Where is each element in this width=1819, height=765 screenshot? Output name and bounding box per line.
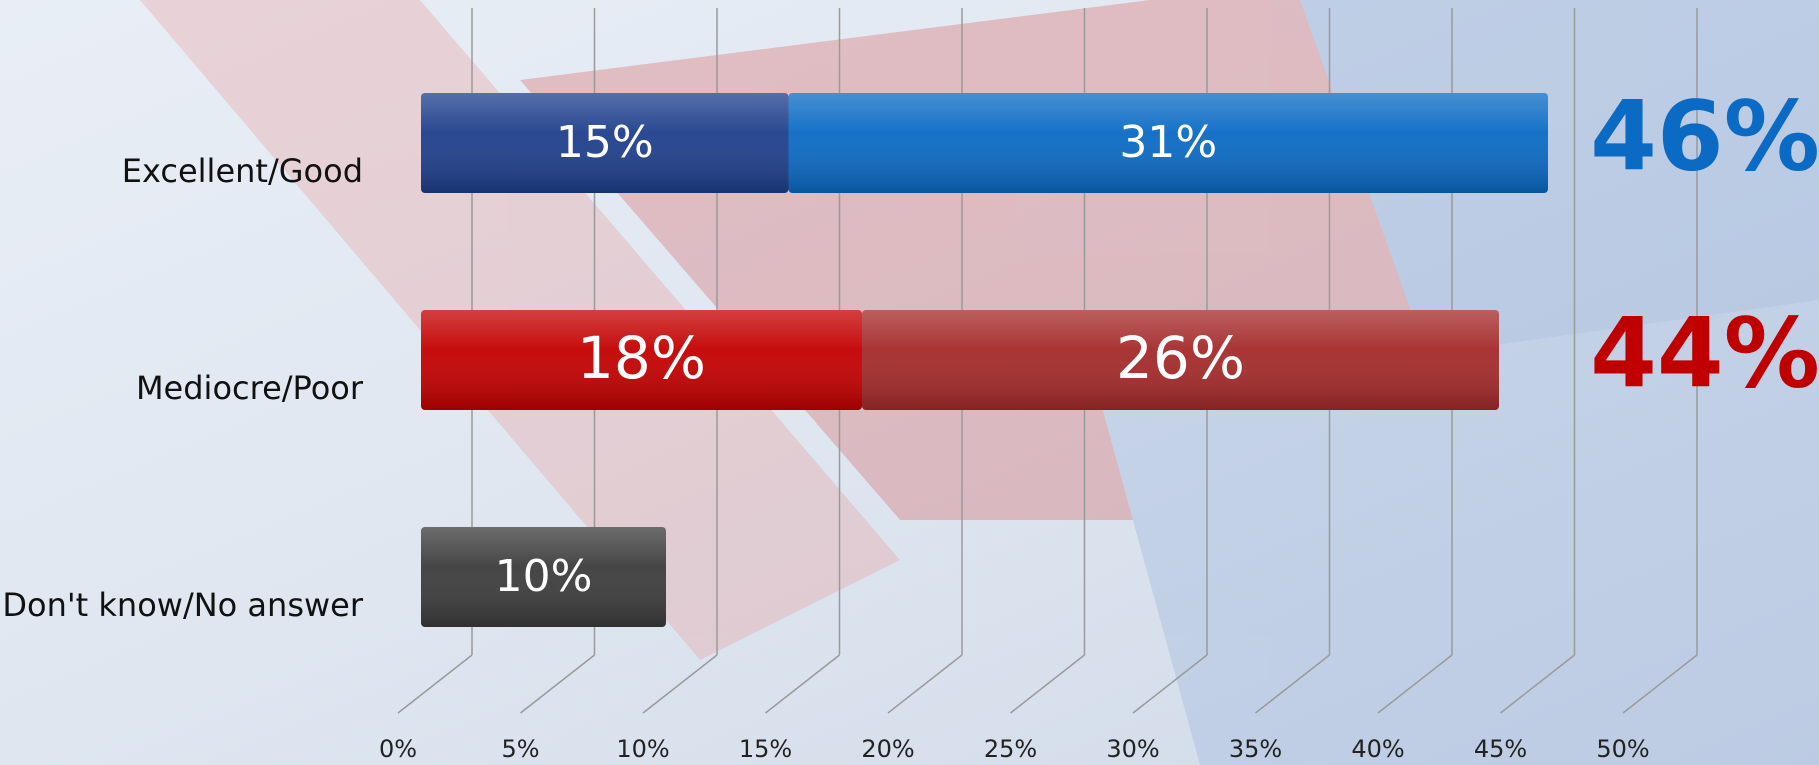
x-tick-label: 20%	[861, 735, 914, 763]
x-tick-label: 30%	[1106, 735, 1159, 763]
grid-floor-line	[887, 654, 963, 714]
category-label: Mediocre/Poor	[136, 369, 364, 407]
value-label: 10%	[495, 551, 593, 602]
grid-floor-line	[765, 654, 840, 714]
bar-shine	[421, 93, 789, 193]
x-tick-label: 35%	[1229, 735, 1282, 763]
value-label: 26%	[1116, 324, 1245, 392]
grid-floor-line	[1255, 654, 1330, 714]
value-label: 18%	[577, 324, 706, 392]
category-label: Don't know/No answer	[2, 586, 363, 624]
x-tick-label: 5%	[501, 735, 539, 763]
x-tick-label: 25%	[984, 735, 1037, 763]
grid-floor-line	[1622, 654, 1698, 714]
grid-floor-line	[642, 654, 718, 714]
x-tick-label: 45%	[1474, 735, 1527, 763]
bar-shine	[421, 310, 862, 410]
x-tick-label: 0%	[379, 735, 417, 763]
grid-floor-line	[1010, 654, 1085, 714]
grid-floor-line	[397, 654, 473, 714]
grid-floor-line	[1500, 654, 1575, 714]
total-label: 46%	[1590, 80, 1819, 192]
x-tick-label: 40%	[1351, 735, 1404, 763]
total-label: 44%	[1590, 297, 1819, 409]
category-label: Excellent/Good	[122, 152, 363, 190]
bar-shine	[788, 93, 1548, 193]
x-tick-label: 50%	[1596, 735, 1649, 763]
grid-floor-line	[1132, 654, 1208, 714]
x-tick-label: 15%	[739, 735, 792, 763]
bar-shine	[862, 310, 1499, 410]
grid-floor-line	[1377, 654, 1453, 714]
value-label: 31%	[1119, 117, 1217, 168]
x-tick-label: 10%	[616, 735, 669, 763]
grid-floor-line	[520, 654, 595, 714]
bar-shine	[421, 527, 666, 627]
value-label: 15%	[556, 117, 654, 168]
